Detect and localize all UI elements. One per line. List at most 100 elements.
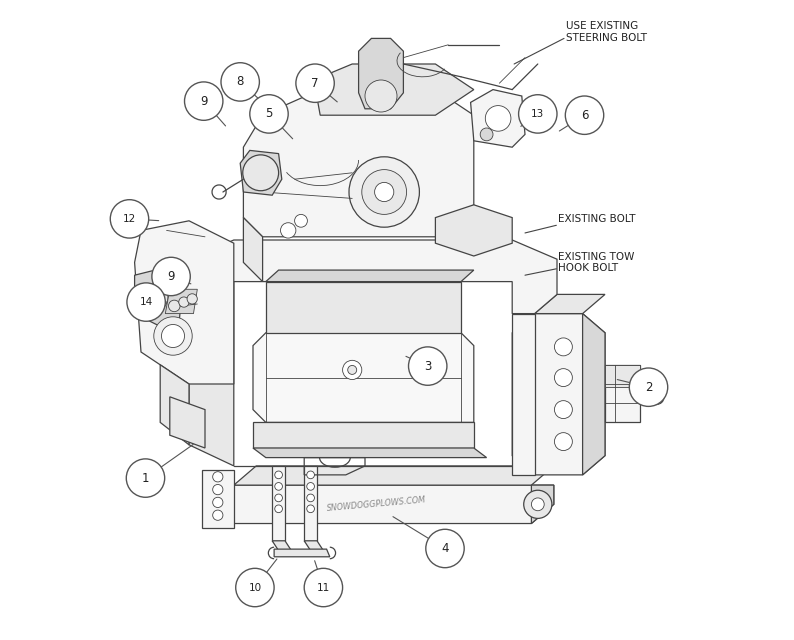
Circle shape bbox=[187, 294, 198, 304]
Polygon shape bbox=[211, 485, 233, 524]
Polygon shape bbox=[471, 90, 525, 147]
Circle shape bbox=[426, 529, 464, 568]
Polygon shape bbox=[253, 448, 487, 458]
Circle shape bbox=[485, 106, 511, 131]
Polygon shape bbox=[233, 466, 553, 485]
Circle shape bbox=[127, 283, 165, 321]
Circle shape bbox=[275, 494, 283, 502]
Circle shape bbox=[554, 369, 572, 387]
Circle shape bbox=[295, 214, 307, 227]
Circle shape bbox=[179, 297, 189, 307]
Polygon shape bbox=[135, 221, 233, 384]
Circle shape bbox=[304, 568, 342, 607]
Text: EXISTING BOLT: EXISTING BOLT bbox=[558, 214, 636, 224]
Polygon shape bbox=[241, 150, 282, 195]
Circle shape bbox=[630, 368, 668, 406]
Polygon shape bbox=[165, 289, 198, 314]
Circle shape bbox=[409, 347, 447, 385]
Polygon shape bbox=[170, 397, 205, 448]
Circle shape bbox=[213, 484, 223, 495]
Circle shape bbox=[213, 497, 223, 508]
Polygon shape bbox=[605, 365, 640, 422]
Text: 9: 9 bbox=[168, 270, 175, 283]
Text: 13: 13 bbox=[531, 109, 545, 119]
Polygon shape bbox=[531, 485, 553, 524]
Polygon shape bbox=[274, 549, 330, 557]
Circle shape bbox=[375, 182, 394, 202]
Circle shape bbox=[161, 324, 184, 348]
Polygon shape bbox=[253, 422, 474, 448]
Circle shape bbox=[184, 82, 223, 120]
Text: 14: 14 bbox=[140, 297, 152, 307]
Polygon shape bbox=[160, 365, 189, 445]
Text: 3: 3 bbox=[424, 360, 431, 372]
Circle shape bbox=[306, 483, 314, 490]
Polygon shape bbox=[435, 205, 512, 256]
Circle shape bbox=[221, 63, 260, 101]
Polygon shape bbox=[605, 365, 640, 387]
Circle shape bbox=[280, 223, 296, 238]
Circle shape bbox=[275, 483, 283, 490]
Polygon shape bbox=[211, 485, 553, 524]
Circle shape bbox=[565, 96, 603, 134]
Text: 2: 2 bbox=[645, 381, 652, 394]
Polygon shape bbox=[272, 541, 295, 556]
Polygon shape bbox=[266, 270, 474, 282]
Circle shape bbox=[213, 472, 223, 482]
Polygon shape bbox=[202, 470, 233, 528]
Polygon shape bbox=[359, 38, 403, 109]
Circle shape bbox=[342, 360, 362, 380]
Polygon shape bbox=[640, 390, 656, 404]
Circle shape bbox=[554, 401, 572, 419]
Polygon shape bbox=[314, 64, 474, 115]
Polygon shape bbox=[244, 90, 474, 237]
Circle shape bbox=[296, 64, 334, 102]
Text: 7: 7 bbox=[311, 77, 319, 90]
Circle shape bbox=[306, 494, 314, 502]
Text: 10: 10 bbox=[249, 582, 261, 593]
Text: 5: 5 bbox=[265, 108, 272, 120]
Circle shape bbox=[362, 170, 407, 214]
Text: 8: 8 bbox=[237, 76, 244, 88]
Text: USE EXISTING
STEERING BOLT: USE EXISTING STEERING BOLT bbox=[566, 21, 647, 43]
Polygon shape bbox=[266, 282, 461, 333]
Circle shape bbox=[152, 257, 191, 296]
Circle shape bbox=[154, 317, 192, 355]
Polygon shape bbox=[304, 541, 326, 556]
Text: 11: 11 bbox=[317, 582, 330, 593]
Polygon shape bbox=[272, 466, 285, 541]
Text: 6: 6 bbox=[580, 109, 588, 122]
Text: 1: 1 bbox=[142, 472, 149, 484]
Polygon shape bbox=[583, 314, 605, 475]
Circle shape bbox=[168, 300, 180, 312]
Text: EXISTING TOW
HOOK BOLT: EXISTING TOW HOOK BOLT bbox=[558, 252, 634, 273]
Circle shape bbox=[480, 128, 493, 141]
Text: 12: 12 bbox=[123, 214, 136, 224]
Text: 9: 9 bbox=[200, 95, 207, 108]
Polygon shape bbox=[512, 314, 605, 475]
Circle shape bbox=[554, 433, 572, 451]
Circle shape bbox=[140, 284, 168, 312]
Polygon shape bbox=[512, 314, 534, 475]
Circle shape bbox=[275, 471, 283, 479]
Polygon shape bbox=[135, 269, 183, 326]
Circle shape bbox=[236, 568, 274, 607]
Circle shape bbox=[213, 510, 223, 520]
Circle shape bbox=[306, 505, 314, 513]
Circle shape bbox=[531, 498, 544, 511]
Circle shape bbox=[250, 95, 288, 133]
Circle shape bbox=[348, 365, 357, 374]
Circle shape bbox=[524, 490, 552, 518]
Polygon shape bbox=[189, 259, 233, 466]
Polygon shape bbox=[244, 218, 263, 282]
Polygon shape bbox=[534, 294, 605, 314]
Circle shape bbox=[110, 200, 148, 238]
Circle shape bbox=[349, 157, 419, 227]
Circle shape bbox=[126, 459, 164, 497]
Circle shape bbox=[275, 505, 283, 513]
Polygon shape bbox=[304, 466, 317, 541]
Text: SNOWDOGGPLOWS.COM: SNOWDOGGPLOWS.COM bbox=[326, 495, 426, 513]
Circle shape bbox=[554, 338, 572, 356]
Text: 4: 4 bbox=[441, 542, 449, 555]
Circle shape bbox=[306, 471, 314, 479]
